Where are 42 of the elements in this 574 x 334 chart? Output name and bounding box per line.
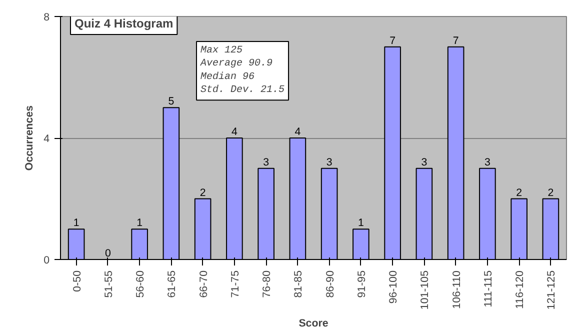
data-label: 1 — [358, 217, 364, 230]
y-tick-label: 4 — [44, 133, 50, 145]
data-label: 3 — [326, 156, 332, 168]
annotation: Average 90.9 — [200, 58, 273, 70]
y-tick-label: 0 — [44, 254, 50, 266]
x-tick-label: 86-90 — [324, 270, 336, 298]
data-label: 7 — [452, 34, 459, 47]
x-tick-label: 71-75 — [229, 270, 242, 298]
x-tick-label: 61-65 — [166, 270, 178, 298]
annotation: Median 96 — [200, 70, 255, 83]
chart-title: Quiz 4 Histogram — [74, 16, 174, 30]
x-tick-label: 76-80 — [261, 270, 274, 298]
y-axis-title: Occurrences — [24, 105, 36, 171]
x-tick-label: 106-110 — [450, 270, 463, 309]
x-tick-label: 111-115 — [482, 270, 494, 308]
data-label: 3 — [263, 156, 270, 168]
x-axis-title: Score — [298, 318, 328, 330]
data-label: 3 — [484, 156, 490, 168]
data-label: 0 — [104, 248, 111, 260]
data-label: 4 — [294, 126, 301, 138]
data-label: 2 — [516, 186, 522, 199]
x-tick-label: 81-85 — [292, 270, 305, 298]
x-tick-label: 56-60 — [134, 270, 147, 298]
x-tick-label: 121-125 — [546, 270, 558, 310]
x-tick-label: 51-55 — [102, 270, 115, 298]
data-label: 5 — [168, 96, 174, 108]
x-tick-label: 101-105 — [419, 270, 432, 310]
data-label: 1 — [136, 217, 143, 230]
data-label: 2 — [548, 186, 554, 199]
data-label: 2 — [200, 186, 206, 199]
data-label: 7 — [390, 34, 396, 47]
data-label: 3 — [421, 156, 428, 168]
data-label: 1 — [73, 217, 80, 230]
x-tick-label: 116-120 — [514, 270, 526, 309]
x-tick-label: 91-95 — [356, 270, 368, 298]
annotation: Std. Dev. 21.5 — [200, 84, 285, 96]
x-tick-label: 0-50 — [71, 270, 84, 292]
x-tick-label: 66-70 — [198, 270, 210, 298]
x-tick-label: 96-100 — [388, 270, 400, 304]
data-label: 4 — [231, 126, 238, 138]
annotation: Max 125 — [200, 46, 243, 56]
y-tick-label: 8 — [44, 12, 50, 24]
